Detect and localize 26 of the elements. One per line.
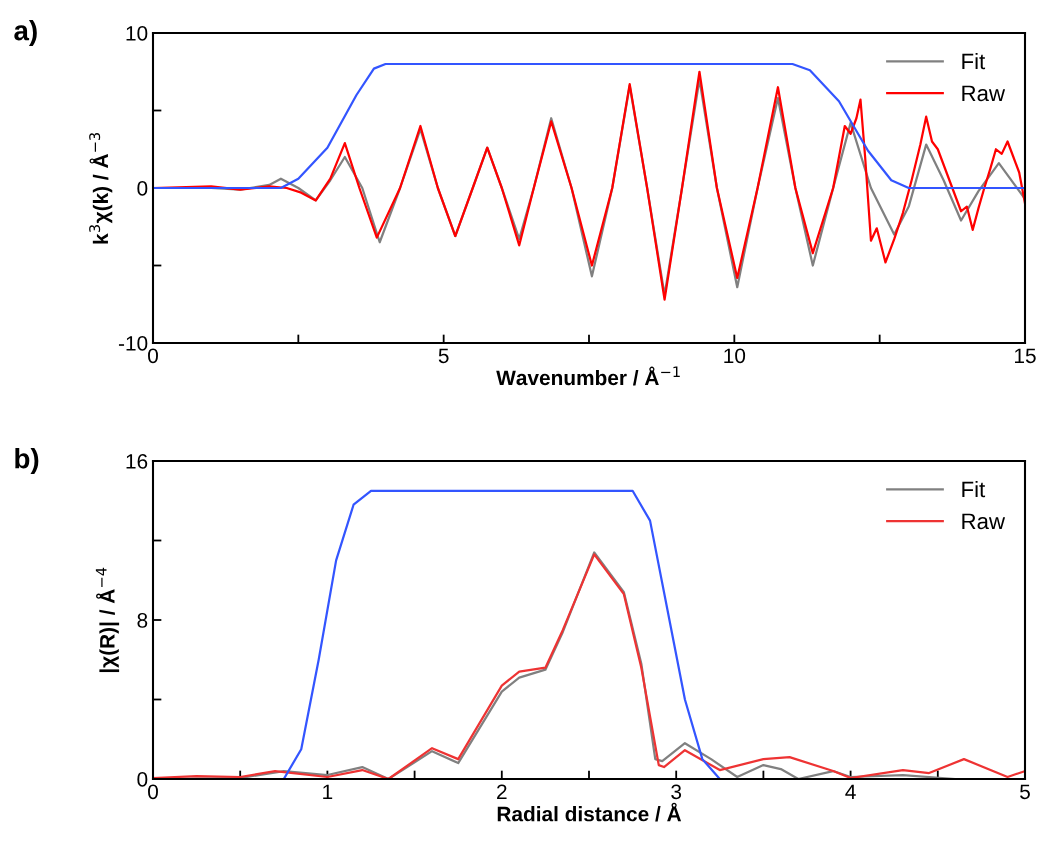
text: b) [15,448,39,474]
y-tick-label: 8 [137,613,148,628]
y-tick-label: 16 [126,454,148,469]
legend-label: Raw [962,85,1006,102]
y-tick-label: 0 [137,772,148,787]
y-tick-label: -10 [118,336,148,351]
y-axis-title: k$^{3}$χ(k) / Å$^{−3}$ [89,132,113,244]
x-tick-label: 4 [845,784,856,799]
x-tick-label: 15 [1015,348,1036,364]
x-tick-label: 3 [671,784,682,800]
x-tick-label: 10 [724,348,746,364]
x-tick-label: 5 [438,348,449,364]
legend-label: Fit [962,481,986,498]
x-tick-label: 0 [148,784,158,800]
legend-label: Fit [962,53,986,70]
x-tick-label: 5 [1020,784,1030,800]
x-axis-title: Radial distance / Å [497,802,682,822]
x-tick-label: 1 [323,784,333,799]
y-tick-label: 10 [126,26,148,41]
legend-label: Raw [962,513,1006,530]
x-tick-label: 0 [148,348,158,364]
y-axis-title: |χ(R)| / Å$^{−4}$ [95,567,120,673]
x-axis-title: Wavenumber / Å$^{−1}$ [496,366,680,386]
y-tick-label: 0 [137,181,148,196]
x-tick-label: 2 [497,784,507,799]
text: a) [14,20,37,46]
